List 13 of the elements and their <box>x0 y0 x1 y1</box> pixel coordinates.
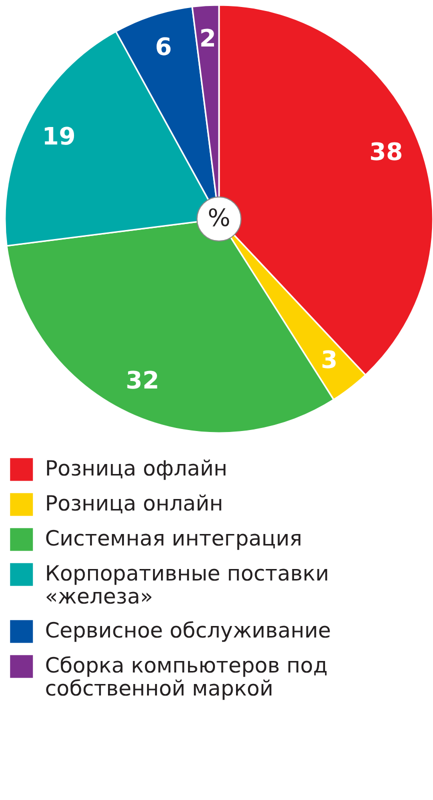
legend-label: Розница офлайн <box>45 456 228 480</box>
data-label: 19 <box>42 122 76 150</box>
legend-label: Сборка компьютеров под собственной маркой <box>45 654 328 700</box>
legend-label: Розница онлайн <box>45 492 224 516</box>
legend-label: Сервисное обслуживание <box>45 618 331 642</box>
data-label: 38 <box>369 138 403 166</box>
data-label: 32 <box>126 366 160 395</box>
data-label: 6 <box>155 33 172 62</box>
legend-label: Корпоративные поставки «железа» <box>45 562 329 608</box>
data-label: 3 <box>320 346 338 374</box>
data-label: 2 <box>199 24 216 53</box>
text: % <box>208 204 230 232</box>
legend-label: Системная интеграция <box>45 526 302 550</box>
